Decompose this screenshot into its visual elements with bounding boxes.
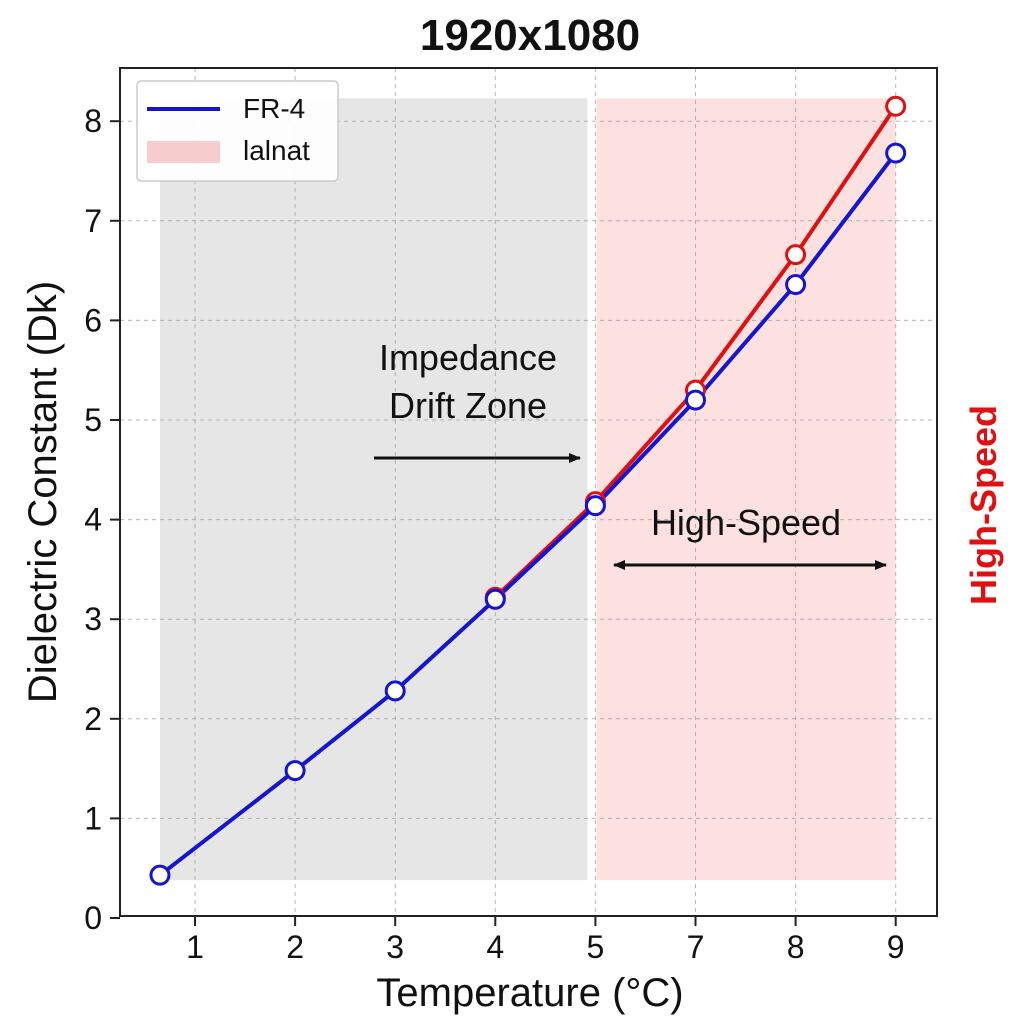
y-tick-label: 3 bbox=[84, 601, 102, 637]
y-tick-label: 6 bbox=[84, 302, 102, 338]
y-tick-label: 7 bbox=[84, 203, 102, 239]
annotation-high-speed-label: High-Speed bbox=[651, 502, 841, 543]
legend-box bbox=[136, 80, 339, 182]
plot-frame bbox=[119, 67, 938, 917]
annotation-impedance-line1: Impedance bbox=[379, 337, 557, 378]
data-point-second bbox=[785, 244, 807, 266]
x-tick-label: 9 bbox=[887, 929, 905, 965]
legend-swatch-second bbox=[147, 141, 220, 163]
x-tick-label: 2 bbox=[286, 929, 304, 965]
x-tick-label: 1 bbox=[186, 929, 204, 965]
data-point-fr4 bbox=[885, 142, 907, 164]
data-point-fr4 bbox=[284, 760, 306, 782]
annotation-impedance-line2: Drift Zone bbox=[389, 385, 547, 426]
legend-label-fr4: FR-4 bbox=[243, 93, 305, 124]
chart-title: 1920x1080 bbox=[420, 11, 640, 60]
x-tick-label: 7 bbox=[687, 929, 705, 965]
data-point-fr4 bbox=[785, 274, 807, 296]
x-tick-label: 3 bbox=[386, 929, 404, 965]
x-tick-label: 8 bbox=[787, 929, 805, 965]
y-tick-label: 2 bbox=[84, 701, 102, 737]
data-point-fr4 bbox=[384, 680, 406, 702]
annotation-impedance-drift: Impedance Drift Zone bbox=[374, 337, 581, 463]
y-tick-label: 5 bbox=[84, 402, 102, 438]
y-tick-label: 8 bbox=[84, 103, 102, 139]
y-tick-label: 4 bbox=[84, 502, 102, 538]
x-tick-label: 4 bbox=[486, 929, 504, 965]
y-axis-label: Dielectric Constant (Dk) bbox=[21, 281, 65, 703]
data-point-fr4 bbox=[584, 495, 606, 517]
region-high-speed-zone bbox=[596, 98, 896, 881]
x-tick-label: 5 bbox=[587, 929, 605, 965]
data-point-second bbox=[885, 95, 907, 117]
data-point-fr4 bbox=[685, 389, 706, 411]
data-point-fr4 bbox=[484, 588, 506, 610]
y-tick-label: 0 bbox=[84, 900, 102, 936]
legend: FR-4 lalnat bbox=[136, 80, 339, 182]
series-line-fr4 bbox=[158, 151, 898, 878]
right-side-label: High-Speed bbox=[963, 405, 1004, 605]
region-impedance-drift-zone bbox=[159, 98, 588, 881]
x-axis-label: Temperature (°C) bbox=[376, 971, 683, 1015]
data-point-fr4 bbox=[149, 864, 171, 886]
legend-label-second: lalnat bbox=[243, 135, 310, 166]
y-tick-label: 1 bbox=[84, 800, 102, 836]
annotation-high-speed: High-Speed bbox=[613, 502, 887, 570]
